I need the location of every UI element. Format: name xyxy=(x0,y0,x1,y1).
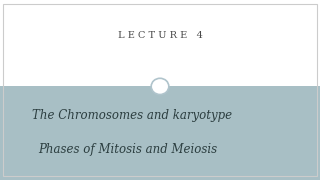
FancyBboxPatch shape xyxy=(0,0,320,86)
Text: L E C T U R E   4: L E C T U R E 4 xyxy=(117,31,203,40)
Text: The Chromosomes and karyotype: The Chromosomes and karyotype xyxy=(32,109,232,122)
Ellipse shape xyxy=(151,78,169,94)
FancyBboxPatch shape xyxy=(0,86,320,180)
Text: Phases of Mitosis and Meiosis: Phases of Mitosis and Meiosis xyxy=(38,143,218,156)
